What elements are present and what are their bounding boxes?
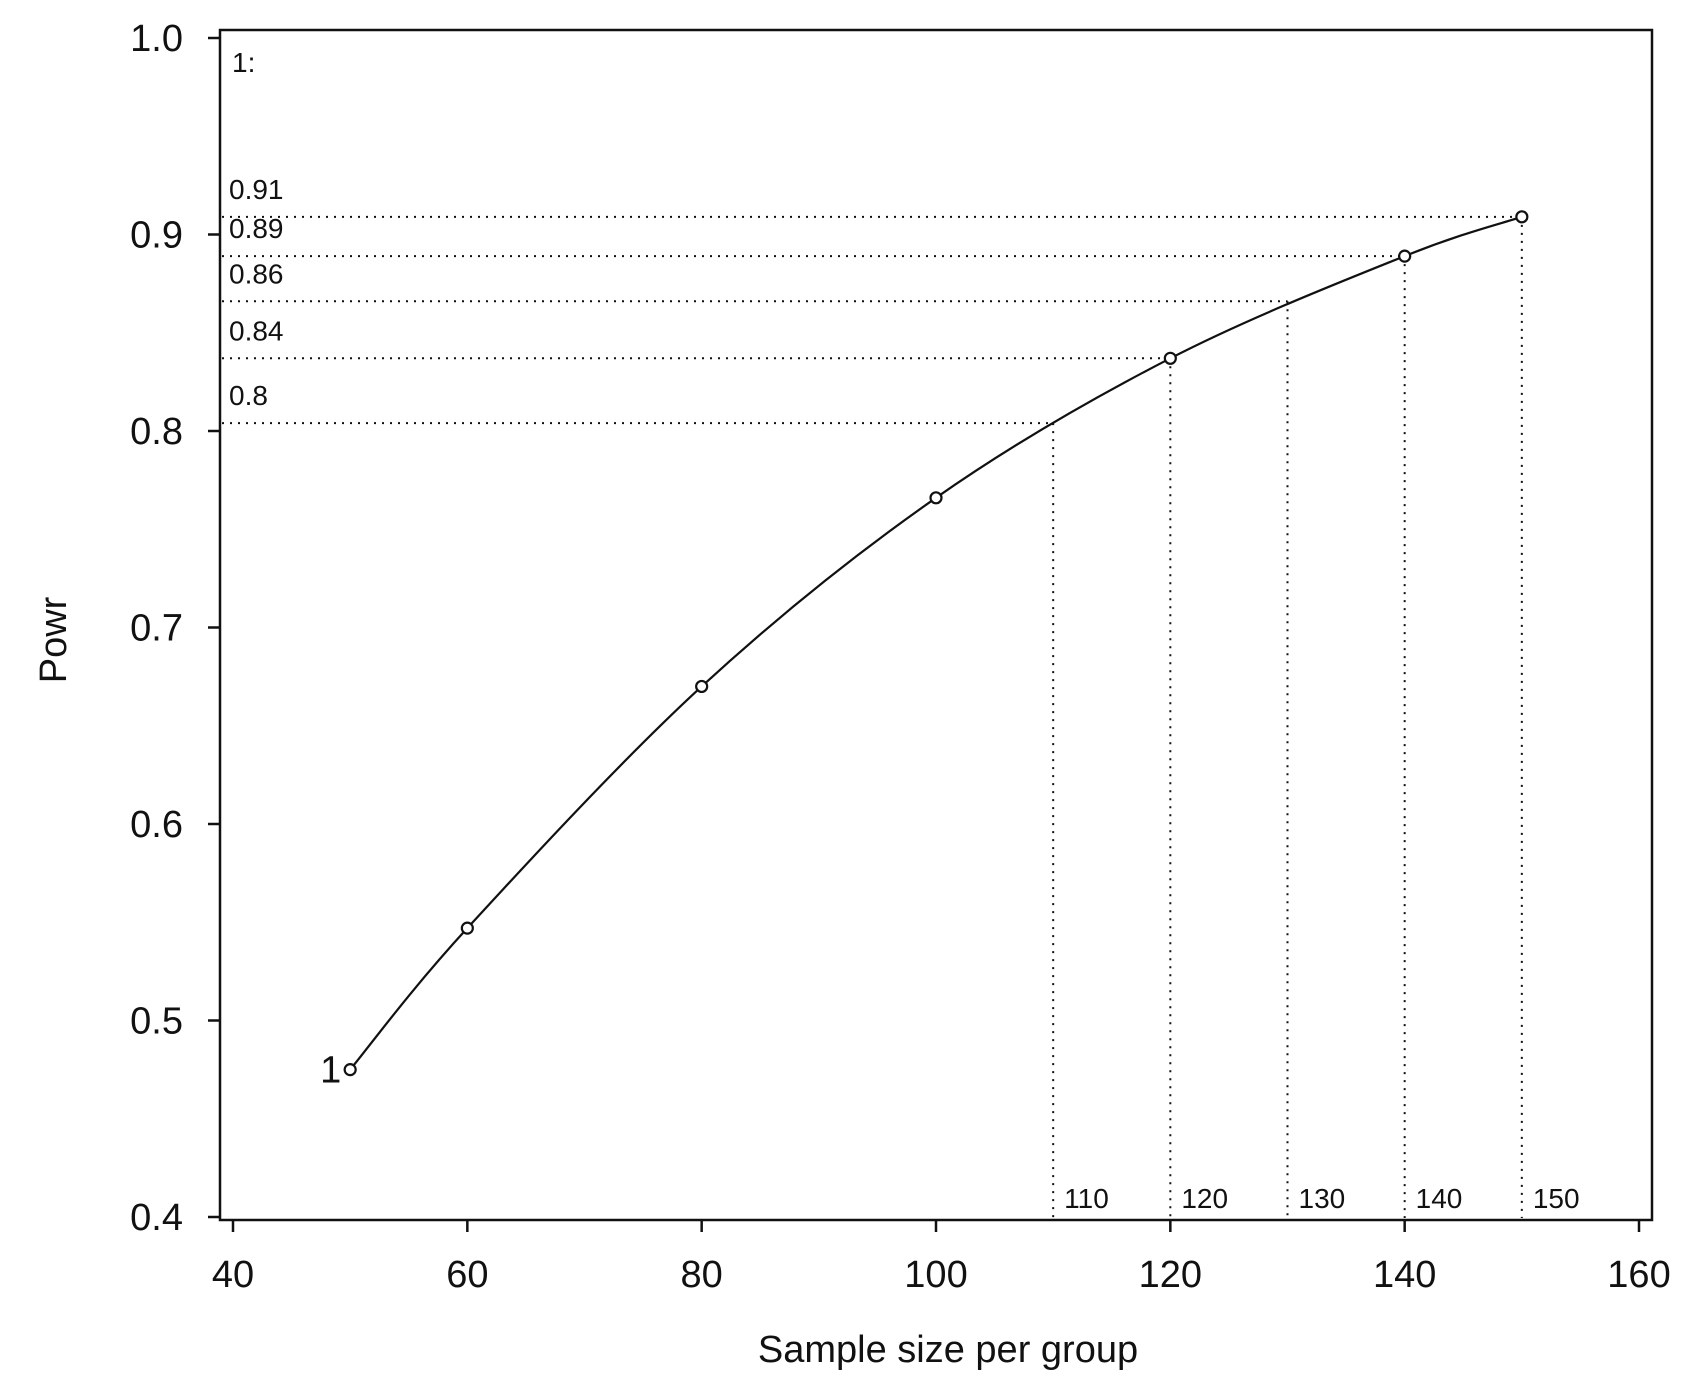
y-tick-label: 0.8 [130,411,183,453]
y-tick-label: 0.5 [130,1001,183,1043]
y-tick-label: 0.6 [130,804,183,846]
data-point [695,679,709,694]
x-axis-title: Sample size per group [758,1329,1138,1371]
ref-y-label: 0.89 [229,213,284,244]
data-point [343,1063,357,1077]
reference-lines: 0.8 110 0.84 120 0.86 130 0.89 140 0.91 150 [222,174,1580,1218]
x-tick-label: 160 [1607,1254,1670,1296]
ref-x-label: 150 [1533,1183,1580,1214]
x-tick-label: 40 [212,1254,254,1296]
ref-x-label: 120 [1181,1183,1228,1214]
x-tick-label: 140 [1373,1254,1436,1296]
data-point [929,491,943,505]
ref-x-label: 110 [1064,1183,1109,1214]
ref-y-label: 0.84 [229,315,284,346]
plot-frame [218,28,1654,1222]
panel-label: 1: [232,47,255,78]
axes: 40 60 80 100 120 140 160 0.4 0.5 0.6 0.7 0.8 0.9 1.0 [130,18,1671,1296]
y-axis-title: Powr [33,596,75,683]
series-line [349,215,1523,1071]
y-tick-label: 0.4 [130,1197,183,1239]
data-point [460,921,474,935]
ref-y-label: 0.8 [229,380,268,411]
x-tick-label: 60 [446,1254,488,1296]
series-layer: 1 [320,210,1529,1092]
ref-x-label: 140 [1416,1183,1463,1214]
x-tick-label: 100 [904,1254,967,1296]
y-tick-label: 0.7 [130,608,183,650]
data-point [1398,249,1412,263]
data-point [1163,351,1177,365]
y-tick-label: 0.9 [130,215,183,257]
ref-x-label: 130 [1299,1183,1346,1214]
series-name-label: 1 [320,1050,341,1092]
x-tick-label: 120 [1139,1254,1202,1296]
ref-y-label: 0.86 [229,258,284,289]
data-point [1515,210,1529,224]
ref-y-label: 0.91 [229,174,284,205]
x-tick-label: 80 [681,1254,723,1296]
y-tick-label: 1.0 [130,18,183,60]
